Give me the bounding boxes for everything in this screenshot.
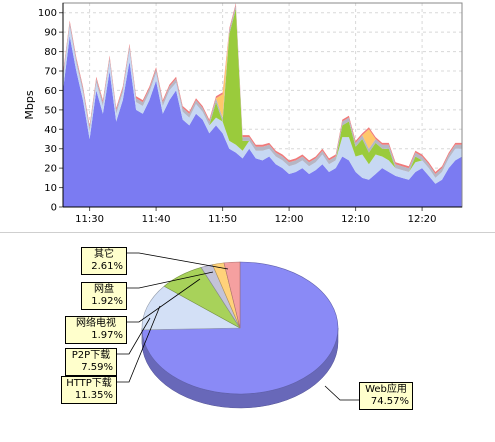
traffic-area-chart: 0 10 20 30 40 50 60 70 80 90 100 11:30 11:40 11:50 12:…: [23, 2, 463, 225]
y-tick-label: 80: [44, 47, 57, 58]
x-tick-label: 11:50: [208, 214, 237, 225]
x-tick-label: 12:10: [341, 214, 370, 225]
pie-label-name: Web应用: [365, 384, 407, 395]
pie-leader-line-2: [117, 317, 151, 355]
pie-label-box: Web应用 74.57%: [359, 382, 413, 410]
chart-separator: [0, 232, 495, 233]
pie-label-name: P2P下载: [71, 350, 111, 361]
pie-label-percent: 1.92%: [91, 296, 123, 307]
pie-label-box: HTTP下载 11.35%: [61, 376, 117, 404]
y-tick-label: 10: [44, 183, 57, 194]
area-series-0: [63, 36, 462, 207]
traffic-share-pie-chart: [117, 252, 359, 409]
y-tick-label: 20: [44, 164, 57, 175]
area-series-1: [63, 26, 462, 184]
pie-slice-1: [141, 285, 242, 331]
pie-label-percent: 11.35%: [74, 390, 113, 401]
x-tick-label: 11:40: [142, 214, 171, 225]
pie-label-name: 网络电视: [76, 318, 116, 329]
y-tick-label: 0: [51, 203, 57, 214]
pie-leader-line-1: [117, 305, 161, 383]
pie-label-box: 网络电视 1.97%: [65, 316, 127, 344]
pie-label-percent: 2.61%: [91, 261, 123, 272]
pie-leader-line-3: [127, 278, 201, 323]
y-tick-label: 40: [44, 125, 57, 136]
pie-label-name: HTTP下载: [66, 378, 112, 389]
y-tick-label: 100: [38, 8, 57, 19]
y-axis-label: Mbps: [23, 90, 36, 119]
pie-label-box: P2P下载 7.59%: [65, 348, 117, 376]
pie-label-percent: 7.59%: [81, 362, 113, 373]
y-tick-label: 60: [44, 86, 57, 97]
y-tick-label: 50: [44, 105, 57, 116]
pie-label-percent: 1.97%: [91, 330, 123, 341]
y-tick-label: 90: [44, 28, 57, 39]
x-tick-label: 12:20: [408, 214, 437, 225]
pie-label-name: 网盘: [94, 284, 114, 295]
x-tick-label: 11:30: [75, 214, 104, 225]
pie-label-box: 网盘 1.92%: [81, 282, 127, 310]
y-tick-label: 70: [44, 67, 57, 78]
pie-leader-line-4: [127, 271, 214, 289]
pie-leader-line-5: [127, 252, 229, 270]
pie-slice-5: [223, 261, 241, 329]
pie-label-name: 其它: [94, 249, 114, 260]
y-tick-label: 30: [44, 144, 57, 155]
x-tick-label: 12:00: [275, 214, 304, 225]
pie-label-percent: 74.57%: [370, 396, 409, 407]
pie-label-box: 其它 2.61%: [81, 247, 127, 275]
pie-leader-line-0: [324, 385, 359, 401]
